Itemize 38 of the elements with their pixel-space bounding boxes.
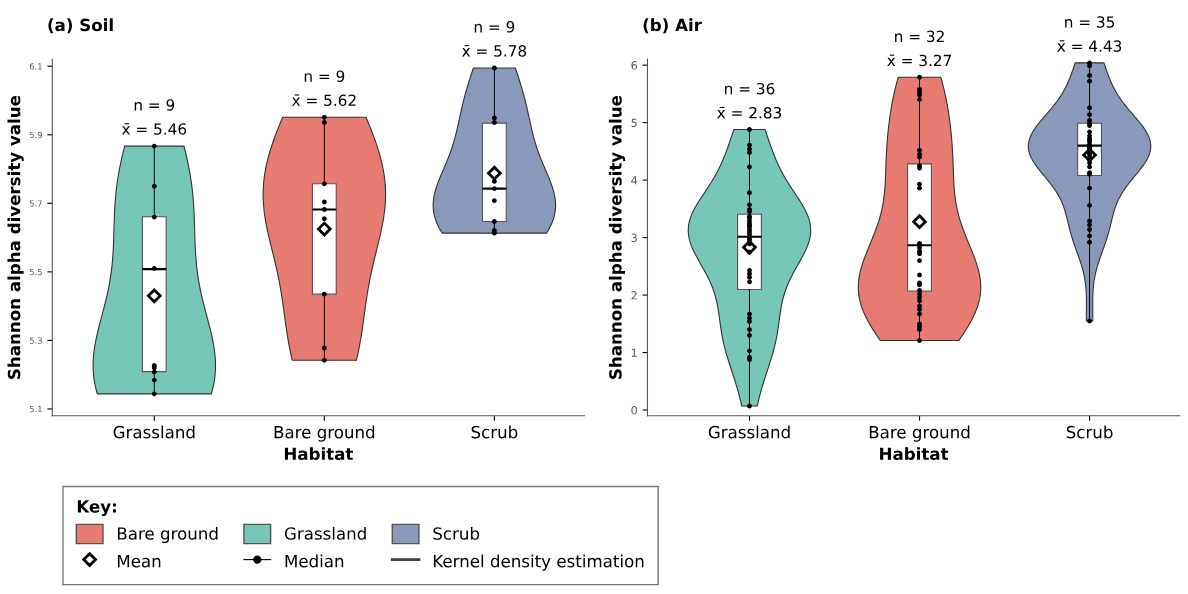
text: Median [285, 554, 344, 568]
y-tick-label: 5 [631, 118, 637, 128]
x-tick-label: Grassland [113, 425, 195, 439]
annotation: n = 9 x̄ = 5.46 [121, 99, 187, 135]
x-tick-label: Grassland [708, 425, 790, 439]
legend-title: Key: [77, 500, 116, 517]
y-tick-label: 5.1 [29, 406, 42, 413]
y-tick-label: 5.5 [29, 268, 42, 276]
y-axis-title: Shannon alpha diversity value [7, 95, 24, 379]
x-tick-label: Bare ground [274, 425, 375, 442]
y-tick-label: 6.1 [29, 63, 42, 70]
category-label: Scrub [433, 526, 480, 540]
chart-title: (a) Soil [48, 18, 113, 34]
x-tick-label: Bare ground [869, 425, 970, 442]
text: Kernel density estimation [433, 554, 644, 571]
annotation: n = 36 x̄ = 2.83 [717, 82, 782, 119]
x-tick-label: Scrub [1066, 425, 1113, 439]
chart-title: (b) Air [643, 18, 702, 34]
y-tick-label: 3 [631, 233, 637, 242]
x-axis-title: Habitat [284, 447, 354, 461]
x-axis-title: Habitat [880, 447, 949, 461]
y-tick-label: 0 [631, 406, 637, 415]
category-label: Grassland [284, 526, 366, 540]
annotation: n = 32 x̄ = 3.27 [887, 30, 951, 67]
y-tick-label: 5.9 [29, 131, 42, 139]
category-label: Bare ground [117, 526, 218, 544]
y-tick-label: 6 [631, 61, 638, 70]
y-tick-label: 5.7 [29, 200, 42, 207]
text: n = 9 x̄ = 5.78 [462, 21, 527, 57]
y-tick-label: 1 [631, 348, 637, 357]
x-tick-label: Scrub [471, 425, 518, 439]
y-tick-label: 5.3 [29, 337, 42, 344]
y-tick-label: 2 [631, 291, 637, 300]
y-tick-label: 4 [631, 176, 638, 185]
text: n = 35 x̄ = 4.43 [1057, 16, 1122, 52]
text: Mean [117, 555, 161, 568]
annotation: n = 9 x̄ = 5.62 [291, 70, 356, 107]
y-axis-title: Shannon alpha diversity value [608, 95, 626, 379]
